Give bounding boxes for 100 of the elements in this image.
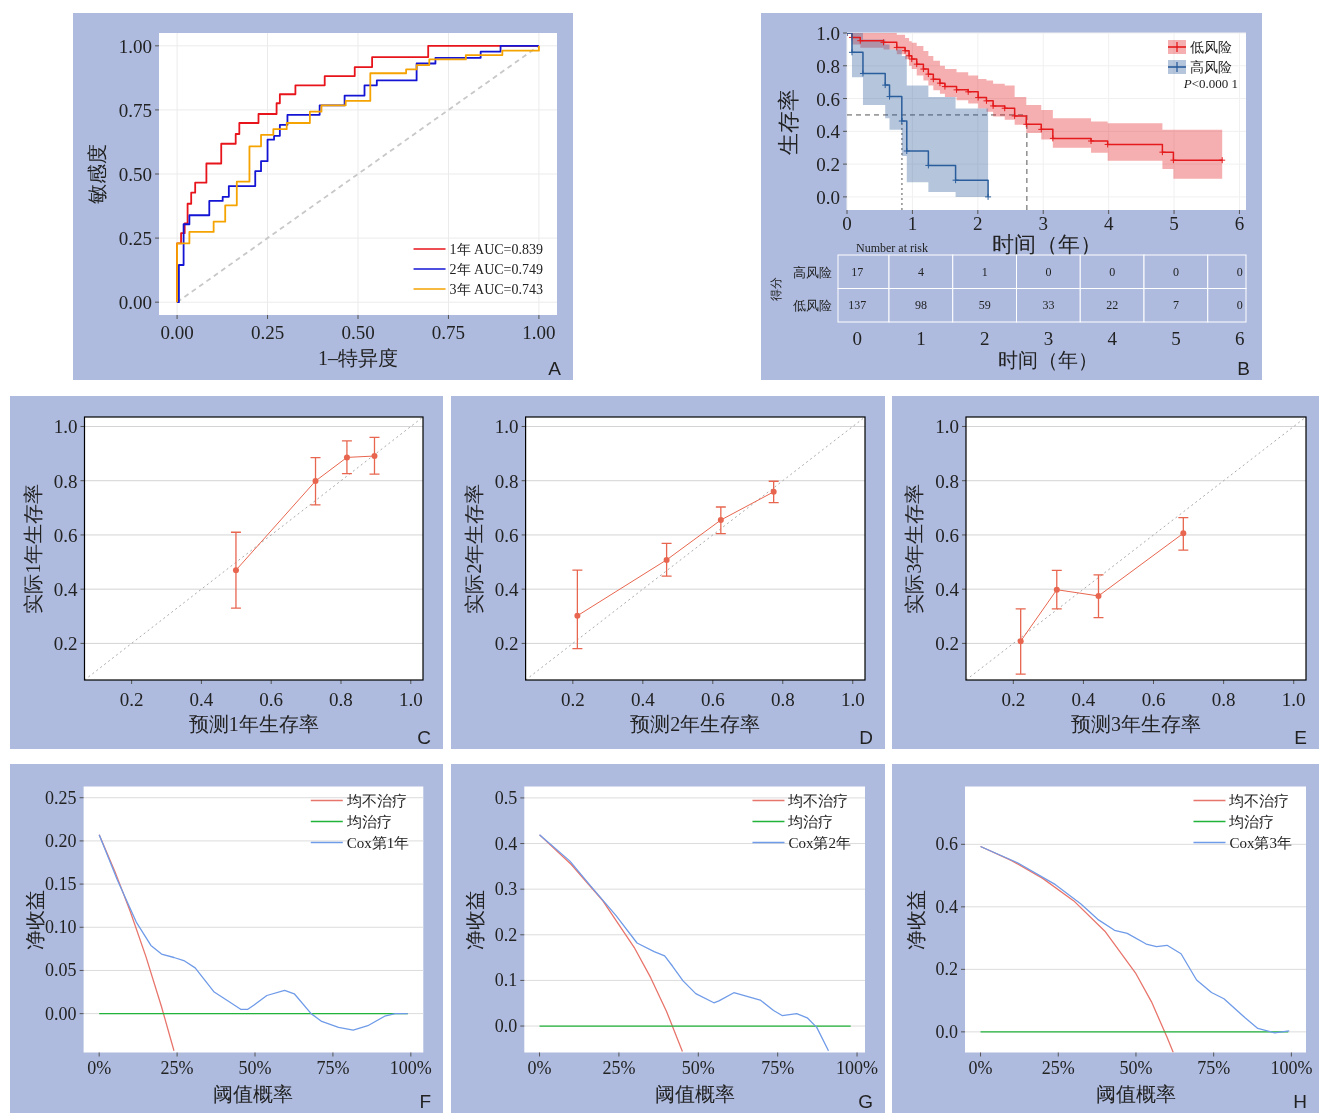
x-tick-label: 1.00 bbox=[522, 321, 556, 343]
y-tick-label: 0.6 bbox=[816, 88, 840, 110]
y-axis-title: 净收益 bbox=[23, 889, 46, 950]
x-axis-title: 时间（年） bbox=[998, 349, 1099, 371]
x-tick-label: 0.4 bbox=[630, 688, 656, 710]
x-tick-label: 4 bbox=[1107, 327, 1118, 349]
y-axis-title: 生存率 bbox=[775, 88, 801, 155]
y-tick-label: 0.00 bbox=[118, 291, 152, 313]
point bbox=[881, 81, 889, 89]
text: F bbox=[419, 1090, 431, 1112]
y-tick-label: 0.2 bbox=[816, 153, 840, 175]
legend-label: Cox第3年 bbox=[1229, 834, 1292, 851]
y-tick-label: 0.4 bbox=[53, 578, 78, 600]
point bbox=[1087, 137, 1095, 145]
data-label: 98 bbox=[914, 298, 927, 313]
legend-label: 均治疗 bbox=[1228, 813, 1275, 830]
x-tick-label: 3 bbox=[1038, 212, 1048, 234]
x-tick-label: 0% bbox=[87, 1057, 112, 1078]
y-tick-label: 0.4 bbox=[935, 896, 958, 917]
y-tick-label: 0.8 bbox=[816, 55, 840, 77]
y-tick-label: 0.6 bbox=[494, 524, 519, 546]
legend-label: 均不治疗 bbox=[787, 792, 849, 809]
y-tick-label: 1.00 bbox=[118, 35, 152, 57]
point bbox=[974, 94, 982, 102]
data-label: 7 bbox=[1172, 298, 1179, 313]
legend-label: 高风险 bbox=[1190, 59, 1232, 75]
y-axis-title: 实际3年生存率 bbox=[903, 483, 925, 614]
y-tick-label: 1.0 bbox=[53, 415, 78, 437]
text: A bbox=[548, 357, 562, 379]
data-label: 0 bbox=[1236, 264, 1243, 279]
x-tick-label: 4 bbox=[1103, 212, 1114, 234]
data-label: 22 bbox=[1106, 298, 1119, 313]
data-label: 17 bbox=[851, 264, 864, 279]
x-tick-label: 0.25 bbox=[250, 321, 285, 343]
y-tick-label: 0.8 bbox=[935, 470, 959, 492]
y-tick-label: 0.05 bbox=[45, 960, 77, 981]
x-tick-label: 25% bbox=[1041, 1057, 1075, 1078]
point bbox=[371, 453, 378, 460]
x-tick-label: 0.00 bbox=[160, 321, 194, 343]
text: C bbox=[417, 726, 431, 748]
data-label: 59 bbox=[978, 298, 991, 313]
legend-label: Cox第1年 bbox=[346, 834, 410, 851]
legend-label: 低风险 bbox=[1190, 39, 1232, 55]
legend-label: 均治疗 bbox=[345, 813, 392, 830]
x-axis-title: 1–特异度 bbox=[318, 347, 398, 369]
y-tick-label: 0.2 bbox=[53, 632, 78, 654]
x-tick-label: 1 bbox=[916, 327, 926, 349]
line-series bbox=[538, 834, 684, 1053]
x-axis-title: 时间（年） bbox=[991, 231, 1102, 257]
y-tick-label: 0.1 bbox=[494, 970, 518, 991]
x-tick-label: 75% bbox=[761, 1057, 795, 1078]
x-axis-title: 预测1年生存率 bbox=[188, 713, 319, 735]
y-tick-label: 0.4 bbox=[494, 833, 518, 854]
y-tick-label: 0.25 bbox=[45, 787, 77, 808]
point bbox=[880, 38, 887, 46]
point bbox=[953, 86, 961, 94]
point bbox=[770, 488, 777, 495]
point bbox=[924, 161, 932, 169]
y-tick-label: 0.0 bbox=[935, 1021, 958, 1042]
x-tick-label: 0.6 bbox=[700, 688, 725, 710]
text: B bbox=[1237, 357, 1250, 379]
x-tick-label: 6 bbox=[1234, 212, 1245, 234]
data-label: 33 bbox=[1042, 298, 1055, 313]
x-axis-title: 阈值概率 bbox=[213, 1082, 294, 1105]
legend-label: 1年 AUC=0.839 bbox=[449, 241, 543, 257]
point bbox=[898, 117, 906, 125]
y-axis-title: 净收益 bbox=[464, 889, 487, 950]
point bbox=[1011, 112, 1019, 120]
x-axis-title: 阈值概率 bbox=[1095, 1082, 1176, 1105]
y-tick-label: 0.6 bbox=[53, 524, 78, 546]
y-axis-title: 得分 bbox=[769, 276, 783, 301]
x-tick-label: 0.8 bbox=[770, 688, 795, 710]
x-tick-label: 0.2 bbox=[560, 688, 585, 710]
x-tick-label: 50% bbox=[681, 1057, 715, 1078]
x-tick-label: 25% bbox=[160, 1057, 194, 1078]
y-tick-label: 0.2 bbox=[494, 924, 518, 945]
x-tick-label: 0.8 bbox=[1211, 688, 1236, 710]
point bbox=[1049, 134, 1057, 142]
y-tick-label: 1.0 bbox=[816, 22, 840, 44]
y-tick-label: 0.2 bbox=[494, 632, 519, 654]
point bbox=[1053, 586, 1060, 593]
text: H bbox=[1293, 1090, 1307, 1112]
y-tick-label: 0.6 bbox=[935, 834, 958, 855]
y-tick-label: 0.4 bbox=[935, 578, 960, 600]
x-tick-label: 1.0 bbox=[398, 688, 423, 710]
point bbox=[1037, 125, 1045, 133]
y-tick-label: 0.10 bbox=[45, 917, 77, 938]
y-tick-label: 0.20 bbox=[45, 830, 77, 851]
point bbox=[989, 102, 997, 110]
data-label: 0 bbox=[1045, 264, 1052, 279]
point bbox=[893, 43, 901, 51]
legend-label: 3年 AUC=0.743 bbox=[449, 281, 543, 297]
y-axis-title: 实际1年生存率 bbox=[21, 483, 44, 614]
y-axis-title: 净收益 bbox=[905, 889, 927, 950]
point bbox=[1017, 638, 1024, 645]
x-tick-label: 0.2 bbox=[1001, 688, 1026, 710]
y-tick-label: 0.50 bbox=[118, 163, 152, 185]
x-axis-title: 阈值概率 bbox=[654, 1082, 735, 1105]
y-tick-label: 0.75 bbox=[118, 99, 152, 121]
x-tick-label: 2 bbox=[973, 212, 983, 234]
